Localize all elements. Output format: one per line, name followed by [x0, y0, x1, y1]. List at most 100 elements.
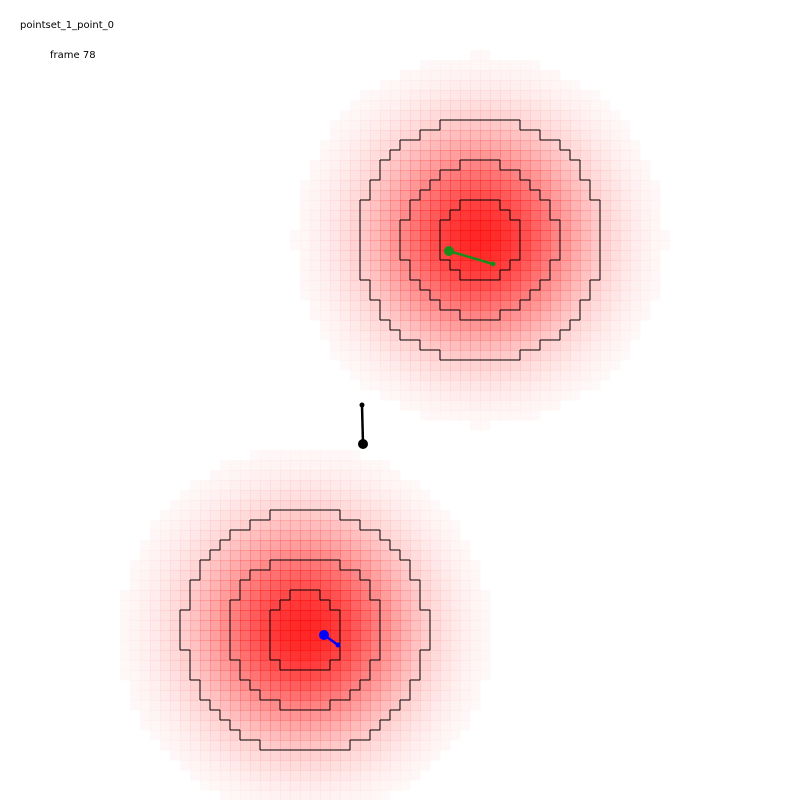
heat-cell [370, 620, 381, 631]
heat-cell [250, 590, 261, 601]
heat-cell [610, 200, 621, 211]
heat-cell [600, 170, 611, 181]
heat-cell [330, 660, 341, 671]
heat-cell [590, 360, 601, 371]
heat-cell [380, 600, 391, 611]
heat-cell [500, 250, 511, 261]
heat-cell [330, 140, 341, 151]
contour-layer [179, 119, 601, 751]
heat-cell [550, 70, 561, 81]
heat-cell [420, 750, 431, 761]
heat-cell [540, 200, 551, 211]
heat-cell [210, 590, 221, 601]
heat-cell [400, 210, 411, 221]
heat-cell [260, 790, 271, 800]
heat-cell [550, 390, 561, 401]
heat-cell [310, 750, 321, 761]
heat-cell [200, 750, 211, 761]
heat-cell [570, 260, 581, 271]
heat-cell [440, 620, 451, 631]
heat-cell [160, 670, 171, 681]
heat-cell [430, 170, 441, 181]
heat-cell [330, 550, 341, 561]
heat-cell [180, 580, 191, 591]
heat-cell [590, 380, 601, 391]
heat-cell [550, 170, 561, 181]
heat-cell [620, 250, 631, 261]
heat-cell [140, 590, 151, 601]
heat-cell [610, 290, 621, 301]
heat-cell [550, 350, 561, 361]
heat-cell [470, 80, 481, 91]
heat-cell [240, 480, 251, 491]
heat-cell [120, 640, 131, 651]
heat-cell [450, 190, 461, 201]
heat-cell [280, 680, 291, 691]
heat-cell [650, 290, 661, 301]
heat-cell [510, 90, 521, 101]
heat-cell [390, 590, 401, 601]
heat-cell [490, 210, 501, 221]
heat-cell [170, 680, 181, 691]
heat-cell [250, 620, 261, 631]
heat-cell [220, 770, 231, 781]
heat-cell [240, 540, 251, 551]
heat-cell [180, 550, 191, 561]
heat-cell [500, 100, 511, 111]
heat-cell [500, 190, 511, 201]
heat-cell [450, 230, 461, 241]
heat-cell [470, 180, 481, 191]
heat-cell [160, 740, 171, 751]
heat-cell [520, 180, 531, 191]
heat-cell [590, 170, 601, 181]
heat-cell [420, 740, 431, 751]
heat-cell [550, 380, 561, 391]
heat-cell [240, 690, 251, 701]
heat-cell [370, 560, 381, 571]
heat-cell [200, 600, 211, 611]
heat-cell [620, 220, 631, 231]
heat-cell [230, 510, 241, 521]
heat-cell [370, 610, 381, 621]
heat-cell [460, 390, 471, 401]
heat-cell [250, 540, 261, 551]
heat-cell [470, 60, 481, 71]
heat-cell [410, 660, 421, 671]
heat-cell [450, 700, 461, 711]
heat-cell [270, 530, 281, 541]
heat-cell [610, 310, 621, 321]
heat-cell [290, 460, 301, 471]
heat-cell [190, 750, 201, 761]
heat-cell [580, 200, 591, 211]
heat-cell [350, 750, 361, 761]
heat-cell [540, 140, 551, 151]
heat-cell [390, 140, 401, 151]
heat-cell [400, 490, 411, 501]
heat-cell [530, 380, 541, 391]
heat-cell [460, 310, 471, 321]
heat-cell [440, 120, 451, 131]
heat-cell [370, 370, 381, 381]
heat-cell [390, 240, 401, 251]
heat-cell [540, 270, 551, 281]
heat-cell [450, 170, 461, 181]
heat-cell [190, 570, 201, 581]
heat-cell [370, 360, 381, 371]
heat-cell [360, 370, 371, 381]
heat-cell [460, 620, 471, 631]
heat-cell [430, 600, 441, 611]
heat-cell [430, 610, 441, 621]
heat-cell [510, 250, 521, 261]
heat-cell [430, 230, 441, 241]
heat-cell [470, 260, 481, 271]
heat-cell [630, 270, 641, 281]
heat-cell [170, 510, 181, 521]
heat-cell [590, 110, 601, 121]
heat-cell [430, 500, 441, 511]
heat-cell [250, 510, 261, 521]
heat-cell [480, 60, 491, 71]
heat-cell [340, 270, 351, 281]
heat-cell [310, 650, 321, 661]
heat-cell [520, 350, 531, 361]
heat-cell [330, 320, 341, 331]
